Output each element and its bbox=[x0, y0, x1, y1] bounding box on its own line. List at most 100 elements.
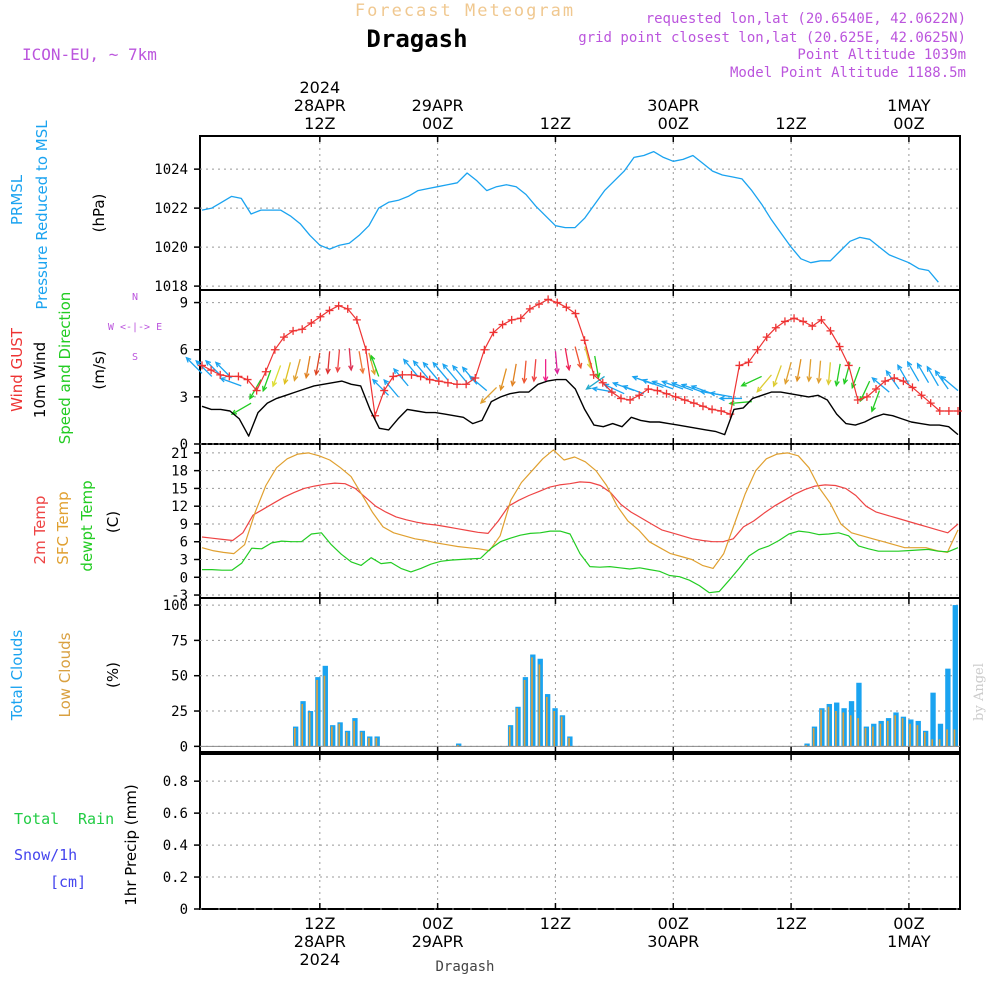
gust-marker bbox=[307, 319, 316, 327]
wind-arrow bbox=[469, 375, 488, 392]
low-cloud-bar bbox=[345, 732, 348, 747]
gust-marker bbox=[216, 370, 225, 379]
wind-arrow bbox=[827, 362, 832, 385]
total-cloud-bar bbox=[937, 723, 944, 747]
compass-n: N bbox=[132, 292, 138, 303]
gust-marker bbox=[516, 314, 525, 323]
wind-arrow-head bbox=[740, 381, 747, 387]
wind-arrow bbox=[358, 351, 364, 374]
low-cloud-bar bbox=[953, 729, 956, 747]
wind-arrow bbox=[926, 366, 939, 387]
gust-marker bbox=[853, 396, 862, 404]
low-cloud-bar bbox=[901, 718, 904, 747]
temp-unit: (C) bbox=[104, 511, 122, 533]
wind-arrow bbox=[523, 360, 527, 383]
low-cloud-bar bbox=[820, 709, 822, 747]
wind-arrow-head bbox=[699, 389, 706, 395]
low-cloud-bar bbox=[301, 703, 304, 747]
wind-arrow-head bbox=[393, 367, 399, 375]
gust-marker bbox=[662, 389, 671, 398]
wind-arrow-head bbox=[214, 361, 221, 368]
wind-arrow bbox=[293, 358, 301, 381]
gust-marker bbox=[626, 396, 635, 404]
point-altitude: Point Altitude 1039m bbox=[797, 47, 966, 63]
wind-arrow bbox=[272, 365, 282, 387]
bottom-time-label: 29APR bbox=[412, 932, 464, 951]
wind-arrow-head bbox=[370, 369, 377, 376]
gust-marker bbox=[416, 372, 425, 381]
wind-arrow-head bbox=[359, 367, 365, 375]
y-tick-label: 1020 bbox=[154, 240, 188, 256]
low-cloud-bar bbox=[516, 708, 518, 747]
subtitle: Forecast Meteogram bbox=[355, 1, 575, 21]
top-time-label: 30APR bbox=[647, 96, 699, 115]
wind-10m-label: 10m Wind bbox=[31, 342, 49, 418]
top-time-label: 00Z bbox=[658, 114, 689, 133]
gust-marker bbox=[289, 326, 298, 335]
gust-marker bbox=[480, 345, 489, 354]
gust-marker bbox=[708, 405, 717, 414]
wind-arrow bbox=[642, 379, 664, 389]
y-tick-label: 6 bbox=[180, 343, 188, 359]
gust-marker bbox=[917, 391, 926, 400]
wind-arrow bbox=[784, 362, 792, 384]
gust-marker bbox=[279, 333, 288, 342]
wind-arrow bbox=[403, 359, 419, 377]
low-cloud-bar bbox=[916, 725, 919, 747]
gust-marker bbox=[407, 370, 416, 379]
wind-arrow bbox=[480, 386, 498, 404]
y-tick-label: 3 bbox=[180, 390, 188, 406]
y-tick-label: 9 bbox=[180, 296, 188, 312]
low-cloud-bar bbox=[568, 737, 570, 747]
wind-arrow bbox=[729, 400, 752, 405]
wind-arrow bbox=[452, 365, 468, 384]
wind-arrow bbox=[368, 352, 376, 375]
low-cloud-bar bbox=[938, 739, 941, 747]
top-time-label: 12Z bbox=[775, 114, 806, 133]
gust-marker bbox=[790, 314, 799, 323]
total-clouds-label: Total Clouds bbox=[8, 630, 26, 722]
wind-arrow-head bbox=[510, 380, 516, 387]
gust-marker bbox=[298, 325, 307, 334]
bottom-time-label: 00Z bbox=[658, 914, 689, 933]
wind-speed-dir-label: Speed and Direction bbox=[56, 292, 74, 445]
gust-marker bbox=[380, 386, 389, 395]
total-cloud-bar bbox=[952, 605, 958, 747]
gust-marker bbox=[671, 392, 680, 401]
wind-arrow bbox=[220, 377, 242, 387]
low-cloud-bar bbox=[316, 679, 318, 747]
y-tick-label: 0.8 bbox=[163, 774, 188, 790]
wind-arrow-head bbox=[292, 375, 299, 382]
low-cloud-bar bbox=[331, 726, 333, 747]
gust-marker bbox=[398, 370, 407, 379]
wind-arrow-head bbox=[371, 378, 378, 385]
model-name: ICON-EU, ~ 7km bbox=[22, 45, 157, 64]
model-altitude: Model Point Altitude 1188.5m bbox=[730, 65, 966, 81]
gust-marker bbox=[954, 407, 962, 415]
pressure-panel bbox=[199, 135, 961, 291]
wind-arrow-head bbox=[249, 393, 255, 400]
total-rain-rain: Rain bbox=[78, 810, 114, 828]
wind-arrow-head bbox=[304, 372, 310, 380]
wind-arrow-head bbox=[934, 369, 941, 377]
gust-marker bbox=[944, 407, 953, 415]
location-title: Dragash bbox=[366, 25, 467, 53]
gust-marker bbox=[553, 298, 562, 307]
low-cloud-bar bbox=[293, 727, 296, 747]
wind-arrow bbox=[741, 375, 762, 387]
wind-arrow bbox=[935, 370, 949, 390]
low-cloud-bar bbox=[508, 726, 511, 747]
wind-arrow-head bbox=[335, 366, 341, 374]
gust-marker bbox=[225, 372, 234, 381]
y-tick-label: 0 bbox=[180, 570, 188, 586]
low-cloud-bar bbox=[805, 744, 808, 747]
total-cloud-bar bbox=[871, 723, 877, 747]
wind-arrow-head bbox=[412, 360, 419, 367]
wind-arrow bbox=[916, 363, 930, 384]
wind-arrow bbox=[262, 369, 272, 392]
low-cloud-bar bbox=[886, 720, 889, 747]
wind-arrow bbox=[586, 375, 605, 390]
wind-arrow bbox=[393, 368, 409, 387]
wind-arrow bbox=[195, 360, 213, 377]
